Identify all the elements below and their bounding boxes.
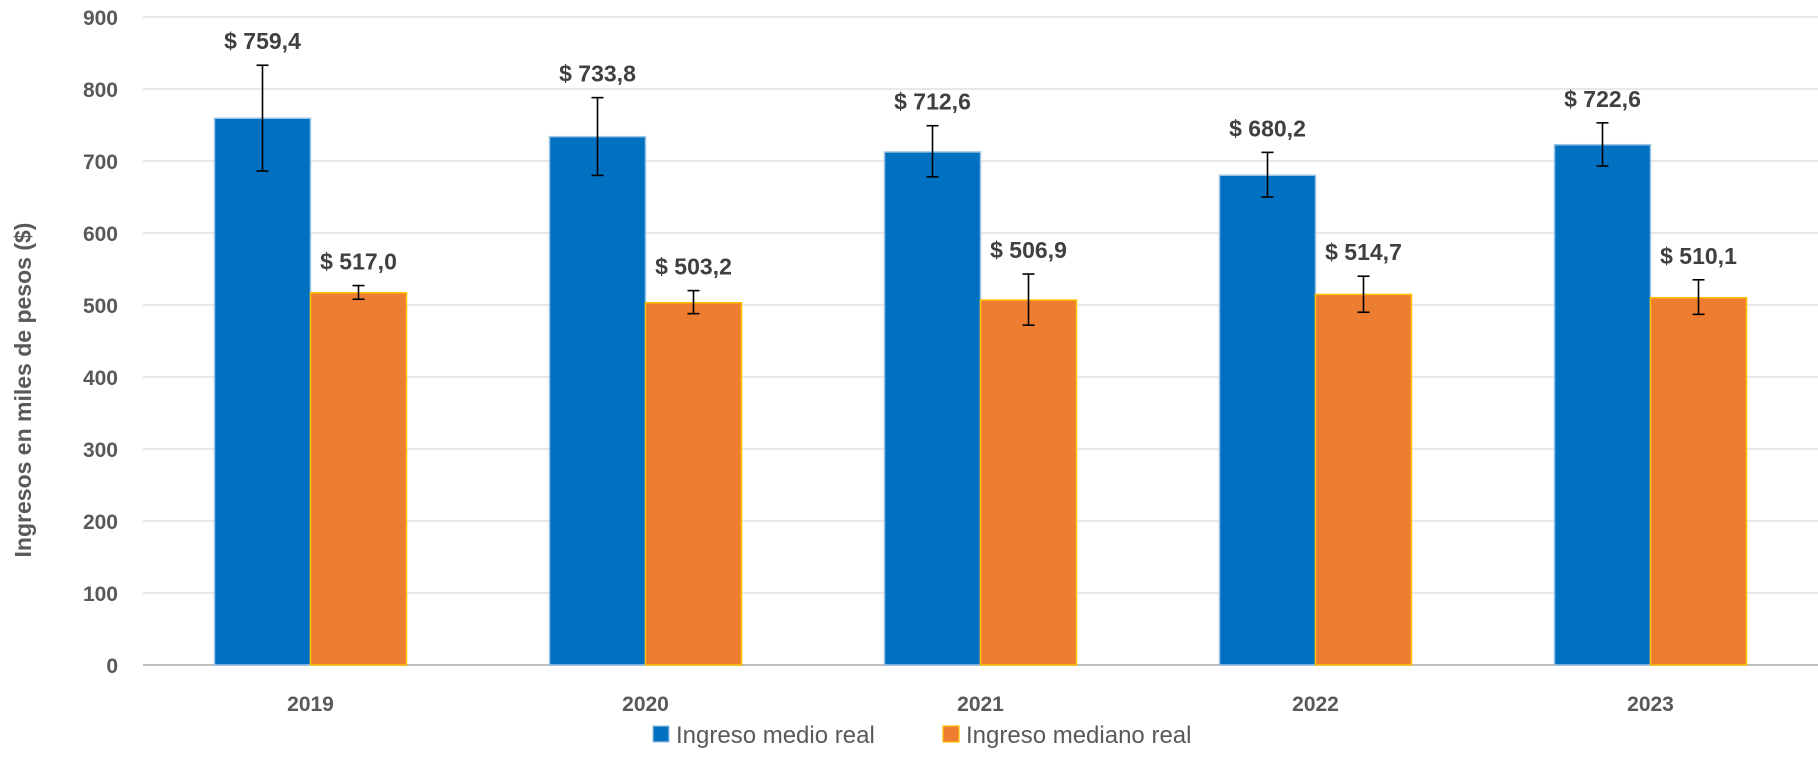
data-label: $ 510,1 bbox=[1660, 243, 1737, 269]
y-tick-label: 300 bbox=[83, 439, 118, 462]
bar-medio-2022 bbox=[1218, 174, 1317, 666]
legend: Ingreso medio real Ingreso mediano real bbox=[652, 722, 1191, 749]
bar-mediano-2022 bbox=[1314, 293, 1413, 666]
x-axis: 2019 2020 2021 2022 2023 bbox=[287, 693, 1674, 716]
bar-medio-2020 bbox=[548, 135, 647, 666]
bar-mediano-2021 bbox=[979, 299, 1078, 666]
bars bbox=[213, 117, 1748, 666]
legend-label: Ingreso medio real bbox=[676, 722, 875, 749]
x-tick-label: 2021 bbox=[957, 693, 1004, 716]
bar-mediano-2019 bbox=[309, 292, 408, 666]
y-axis: 0 100 200 300 400 500 600 700 800 900 bbox=[83, 7, 118, 678]
legend-label: Ingreso mediano real bbox=[966, 722, 1191, 749]
y-tick-label: 800 bbox=[83, 79, 118, 102]
y-tick-label: 500 bbox=[83, 295, 118, 318]
data-label: $ 506,9 bbox=[990, 237, 1067, 263]
y-tick-label: 0 bbox=[106, 655, 118, 678]
legend-swatch bbox=[652, 725, 670, 743]
data-label: $ 680,2 bbox=[1229, 115, 1306, 141]
error-bars bbox=[256, 64, 1705, 326]
data-label: $ 722,6 bbox=[1564, 86, 1641, 112]
legend-swatch bbox=[942, 725, 960, 743]
x-tick-label: 2022 bbox=[1292, 693, 1339, 716]
bar-mediano-2020 bbox=[644, 301, 743, 666]
x-tick-label: 2020 bbox=[622, 693, 669, 716]
data-label: $ 503,2 bbox=[655, 254, 732, 280]
y-tick-label: 100 bbox=[83, 583, 118, 606]
bar-medio-2019 bbox=[213, 117, 312, 666]
y-tick-label: 600 bbox=[83, 223, 118, 246]
y-tick-label: 200 bbox=[83, 511, 118, 534]
y-axis-title: Ingresos en miles de pesos ($) bbox=[10, 223, 36, 558]
data-label: $ 514,7 bbox=[1325, 239, 1402, 265]
data-label: $ 733,8 bbox=[559, 61, 636, 87]
bar-medio-2023 bbox=[1553, 143, 1652, 666]
data-label: $ 712,6 bbox=[894, 89, 971, 115]
x-tick-label: 2023 bbox=[1627, 693, 1674, 716]
data-label: $ 759,4 bbox=[224, 28, 301, 54]
data-label: $ 517,0 bbox=[320, 249, 397, 275]
data-labels: $ 759,4 $ 517,0 $ 733,8 $ 503,2 $ 712,6 $ 506… bbox=[224, 28, 1737, 279]
bar-mediano-2023 bbox=[1649, 296, 1748, 666]
bar-medio-2021 bbox=[883, 151, 982, 666]
y-tick-label: 400 bbox=[83, 367, 118, 390]
y-tick-label: 700 bbox=[83, 151, 118, 174]
x-tick-label: 2019 bbox=[287, 693, 334, 716]
y-tick-label: 900 bbox=[83, 7, 118, 30]
